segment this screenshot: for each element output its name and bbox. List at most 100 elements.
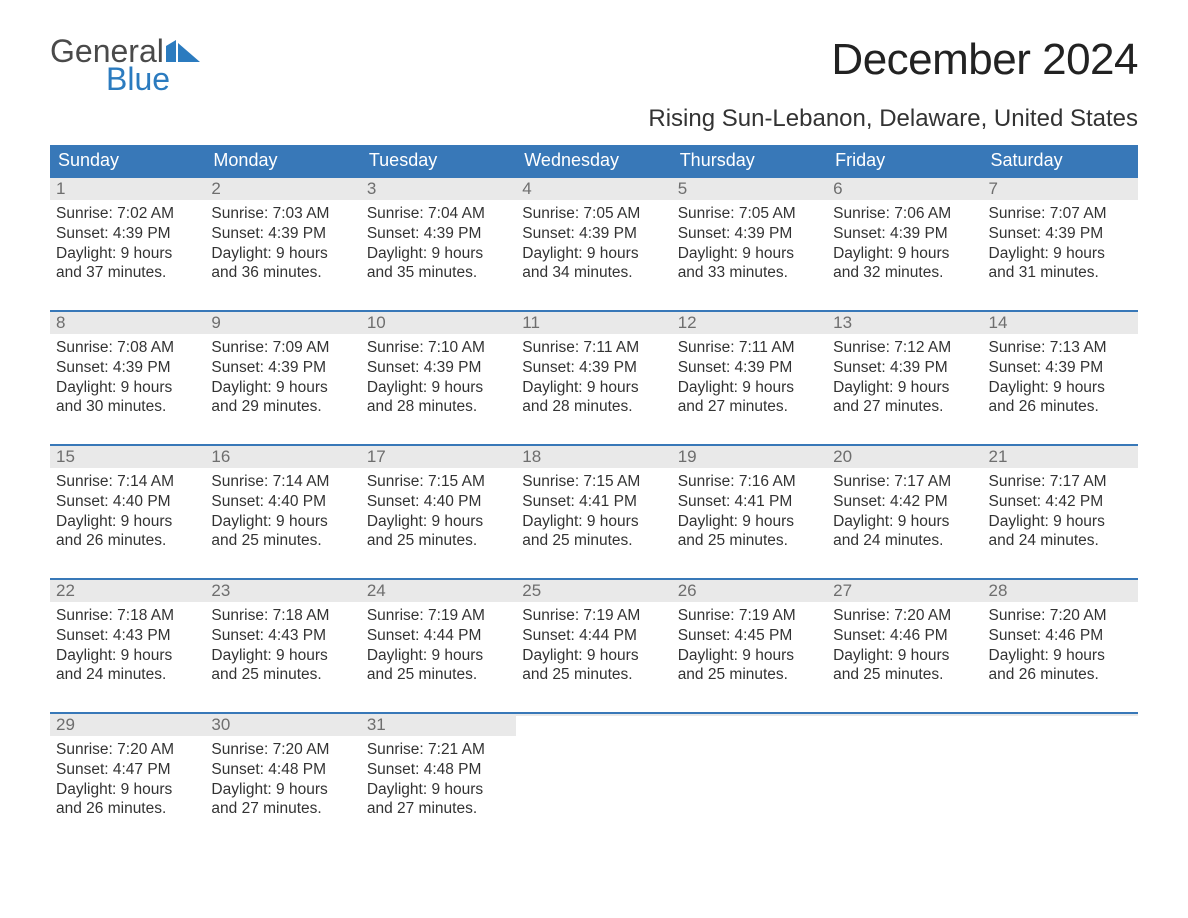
day-body xyxy=(827,716,982,722)
sunrise-text: Sunrise: 7:21 AM xyxy=(367,740,510,760)
day-number: 10 xyxy=(367,313,386,332)
daylight-text: Daylight: 9 hours xyxy=(211,780,354,800)
calendar-day: 21Sunrise: 7:17 AMSunset: 4:42 PMDayligh… xyxy=(983,446,1138,564)
day-number-row: 17 xyxy=(361,446,516,468)
day-number-row: 12 xyxy=(672,312,827,334)
sunrise-text: Sunrise: 7:17 AM xyxy=(989,472,1132,492)
daylight-text: Daylight: 9 hours xyxy=(367,512,510,532)
day-number: 23 xyxy=(211,581,230,600)
daylight-text: and 25 minutes. xyxy=(211,531,354,551)
sunrise-text: Sunrise: 7:15 AM xyxy=(367,472,510,492)
calendar-week: 8Sunrise: 7:08 AMSunset: 4:39 PMDaylight… xyxy=(50,310,1138,430)
day-number: 20 xyxy=(833,447,852,466)
day-number-row: 9 xyxy=(205,312,360,334)
daylight-text: Daylight: 9 hours xyxy=(56,646,199,666)
calendar-day: 29Sunrise: 7:20 AMSunset: 4:47 PMDayligh… xyxy=(50,714,205,832)
sunrise-text: Sunrise: 7:08 AM xyxy=(56,338,199,358)
daylight-text: Daylight: 9 hours xyxy=(833,378,976,398)
calendar: Sunday Monday Tuesday Wednesday Thursday… xyxy=(50,145,1138,832)
dow-friday: Friday xyxy=(827,145,982,176)
calendar-day: 16Sunrise: 7:14 AMSunset: 4:40 PMDayligh… xyxy=(205,446,360,564)
daylight-text: Daylight: 9 hours xyxy=(678,512,821,532)
sunset-text: Sunset: 4:48 PM xyxy=(211,760,354,780)
sunset-text: Sunset: 4:47 PM xyxy=(56,760,199,780)
day-body: Sunrise: 7:16 AMSunset: 4:41 PMDaylight:… xyxy=(672,468,827,553)
day-number: 28 xyxy=(989,581,1008,600)
day-body: Sunrise: 7:19 AMSunset: 4:44 PMDaylight:… xyxy=(361,602,516,687)
dow-wednesday: Wednesday xyxy=(516,145,671,176)
day-body: Sunrise: 7:03 AMSunset: 4:39 PMDaylight:… xyxy=(205,200,360,285)
calendar-day: 31Sunrise: 7:21 AMSunset: 4:48 PMDayligh… xyxy=(361,714,516,832)
daylight-text: Daylight: 9 hours xyxy=(367,646,510,666)
calendar-day: 3Sunrise: 7:04 AMSunset: 4:39 PMDaylight… xyxy=(361,178,516,296)
sunrise-text: Sunrise: 7:19 AM xyxy=(522,606,665,626)
dow-thursday: Thursday xyxy=(672,145,827,176)
sunrise-text: Sunrise: 7:16 AM xyxy=(678,472,821,492)
day-number-row: 29 xyxy=(50,714,205,736)
day-number: 24 xyxy=(367,581,386,600)
sunrise-text: Sunrise: 7:03 AM xyxy=(211,204,354,224)
sunrise-text: Sunrise: 7:13 AM xyxy=(989,338,1132,358)
sunset-text: Sunset: 4:46 PM xyxy=(989,626,1132,646)
day-number-row: 14 xyxy=(983,312,1138,334)
day-body: Sunrise: 7:04 AMSunset: 4:39 PMDaylight:… xyxy=(361,200,516,285)
calendar-day: 20Sunrise: 7:17 AMSunset: 4:42 PMDayligh… xyxy=(827,446,982,564)
daylight-text: Daylight: 9 hours xyxy=(522,378,665,398)
calendar-day: 27Sunrise: 7:20 AMSunset: 4:46 PMDayligh… xyxy=(827,580,982,698)
header: General Blue December 2024 xyxy=(50,35,1138,95)
day-body: Sunrise: 7:02 AMSunset: 4:39 PMDaylight:… xyxy=(50,200,205,285)
day-number-row: 19 xyxy=(672,446,827,468)
daylight-text: and 25 minutes. xyxy=(678,665,821,685)
title-block: December 2024 xyxy=(831,35,1138,85)
calendar-week: 29 Sunrise: 7:20 AMSunset: 4:47 PM Dayligh… xyxy=(50,712,1138,832)
day-number-row: 23 xyxy=(205,580,360,602)
daylight-text: and 25 minutes. xyxy=(678,531,821,551)
sunset-text: Sunset: 4:39 PM xyxy=(678,224,821,244)
calendar-day: 13Sunrise: 7:12 AMSunset: 4:39 PMDayligh… xyxy=(827,312,982,430)
calendar-week: 22Sunrise: 7:18 AMSunset: 4:43 PMDayligh… xyxy=(50,578,1138,698)
daylight-text: and 27 minutes. xyxy=(833,397,976,417)
day-number-row: 20 xyxy=(827,446,982,468)
day-number: 31 xyxy=(367,715,386,734)
day-body: Sunrise: 7:07 AMSunset: 4:39 PMDaylight:… xyxy=(983,200,1138,285)
day-body: Sunrise: 7:10 AMSunset: 4:39 PMDaylight:… xyxy=(361,334,516,419)
daylight-text: Daylight: 9 hours xyxy=(56,512,199,532)
daylight-text: and 31 minutes. xyxy=(989,263,1132,283)
day-number: 1 xyxy=(56,179,65,198)
calendar-day: 12Sunrise: 7:11 AMSunset: 4:39 PMDayligh… xyxy=(672,312,827,430)
calendar-day xyxy=(672,714,827,832)
sunset-text: Sunset: 4:40 PM xyxy=(56,492,199,512)
day-number: 2 xyxy=(211,179,220,198)
sunset-text: Sunset: 4:41 PM xyxy=(678,492,821,512)
calendar-day: 22Sunrise: 7:18 AMSunset: 4:43 PMDayligh… xyxy=(50,580,205,698)
daylight-text: and 27 minutes. xyxy=(211,799,354,819)
day-body: Sunrise: 7:19 AMSunset: 4:44 PMDaylight:… xyxy=(516,602,671,687)
day-number: 22 xyxy=(56,581,75,600)
sunrise-text: Sunrise: 7:19 AM xyxy=(367,606,510,626)
sunset-text: Sunset: 4:39 PM xyxy=(522,358,665,378)
day-number: 13 xyxy=(833,313,852,332)
day-number-row: 16 xyxy=(205,446,360,468)
daylight-text: and 30 minutes. xyxy=(56,397,199,417)
day-number: 18 xyxy=(522,447,541,466)
sunrise-text: Sunrise: 7:20 AM xyxy=(833,606,976,626)
sunset-text: Sunset: 4:45 PM xyxy=(678,626,821,646)
day-number-row: 5 xyxy=(672,178,827,200)
calendar-day: 17Sunrise: 7:15 AMSunset: 4:40 PMDayligh… xyxy=(361,446,516,564)
sunrise-text: Sunrise: 7:20 AM xyxy=(56,740,199,760)
sunset-text: Sunset: 4:43 PM xyxy=(211,626,354,646)
daylight-text: and 33 minutes. xyxy=(678,263,821,283)
daylight-text: Daylight: 9 hours xyxy=(522,646,665,666)
calendar-day: 19Sunrise: 7:16 AMSunset: 4:41 PMDayligh… xyxy=(672,446,827,564)
calendar-day: 30Sunrise: 7:20 AMSunset: 4:48 PMDayligh… xyxy=(205,714,360,832)
sunset-text: Sunset: 4:42 PM xyxy=(833,492,976,512)
day-number: 8 xyxy=(56,313,65,332)
daylight-text: and 25 minutes. xyxy=(367,665,510,685)
sunrise-text: Sunrise: 7:11 AM xyxy=(678,338,821,358)
day-body: Sunrise: 7:15 AMSunset: 4:40 PMDaylight:… xyxy=(361,468,516,553)
sunrise-text: Sunrise: 7:05 AM xyxy=(522,204,665,224)
day-number: 11 xyxy=(522,313,540,332)
daylight-text: and 24 minutes. xyxy=(989,531,1132,551)
sunrise-text: Sunrise: 7:14 AM xyxy=(211,472,354,492)
calendar-day: 25Sunrise: 7:19 AMSunset: 4:44 PMDayligh… xyxy=(516,580,671,698)
